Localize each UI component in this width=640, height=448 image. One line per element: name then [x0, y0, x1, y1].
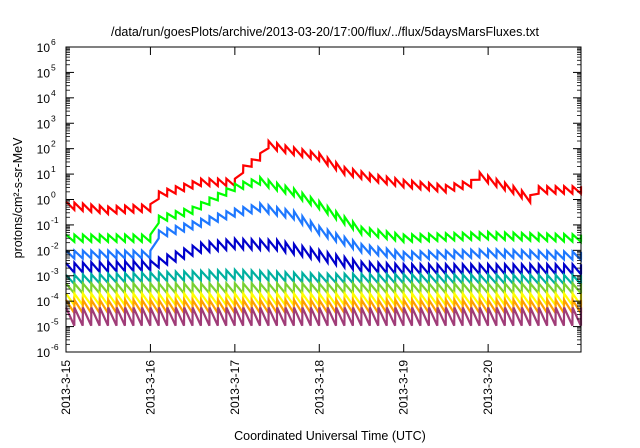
- x-tick-label: 2013-3-16: [143, 360, 157, 415]
- y-tick-exponent: 5: [51, 62, 56, 72]
- series-line-1: [65, 174, 583, 245]
- y-tick-exponent: -6: [51, 342, 59, 352]
- x-tick-label: 2013-3-19: [397, 360, 411, 415]
- y-tick-exponent: -5: [51, 317, 59, 327]
- y-tick-label: 10: [37, 321, 51, 335]
- y-tick-label: 10: [37, 194, 51, 208]
- y-tick-label: 10: [37, 219, 51, 233]
- y-tick-exponent: 0: [51, 190, 56, 200]
- y-tick-exponent: 6: [51, 37, 56, 47]
- series-line-4: [65, 266, 583, 288]
- y-tick-exponent: -4: [51, 291, 59, 301]
- series-line-3: [65, 235, 583, 278]
- series-line-0: [65, 138, 583, 217]
- y-tick-label: 10: [37, 168, 51, 182]
- y-tick-label: 10: [37, 92, 51, 106]
- y-axis: 10 -610 -510 -410 -310 -210 -110 010 110 210 310 41…: [37, 37, 581, 360]
- x-axis: 2013-3-15 2013-3-16 2013-3-17 2013-3-18 2013…: [59, 47, 495, 415]
- x-tick-label: 2013-3-20: [481, 360, 495, 415]
- y-tick-exponent: -2: [51, 240, 59, 250]
- x-tick-label: 2013-3-18: [312, 360, 326, 415]
- y-tick-label: 10: [37, 66, 51, 80]
- series-layer: [64, 138, 583, 327]
- y-tick-label: 10: [37, 143, 51, 157]
- series-line-7: [65, 296, 583, 317]
- y-tick-exponent: -3: [51, 266, 59, 276]
- x-tick-label: 2013-3-17: [228, 360, 242, 415]
- y-tick-exponent: -1: [51, 215, 59, 225]
- y-axis-label: protons/cm²-s-sr-MeV: [11, 137, 25, 259]
- x-tick-label: 2013-3-15: [59, 360, 73, 415]
- y-tick-label: 10: [37, 346, 51, 360]
- y-tick-label: 10: [37, 244, 51, 258]
- x-axis-label: Coordinated Universal Time (UTC): [234, 429, 426, 443]
- series-line-8: [64, 307, 583, 327]
- chart-title: /data/run/goesPlots/archive/2013-03-20/1…: [111, 25, 540, 39]
- y-tick-exponent: 2: [51, 139, 56, 149]
- y-tick-exponent: 3: [51, 113, 56, 123]
- y-tick-label: 10: [37, 117, 51, 131]
- y-tick-label: 10: [37, 270, 51, 284]
- y-tick-label: 10: [37, 41, 51, 55]
- series-line-2: [65, 200, 583, 263]
- series-line-5: [65, 280, 583, 297]
- y-tick-label: 10: [37, 295, 51, 309]
- y-tick-exponent: 1: [51, 164, 56, 174]
- y-tick-exponent: 4: [51, 88, 56, 98]
